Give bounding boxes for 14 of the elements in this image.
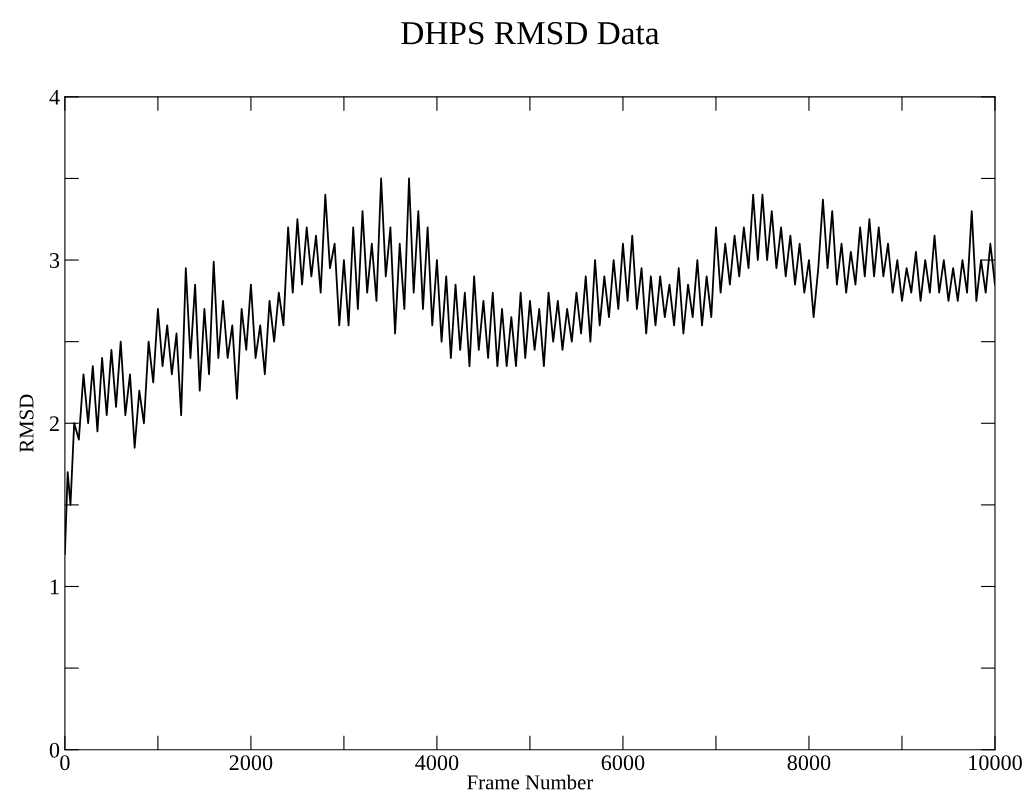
y-tick-label: 2 bbox=[49, 416, 59, 431]
chart-title: DHPS RMSD Data bbox=[401, 21, 660, 45]
x-tick-label: 2000 bbox=[229, 755, 273, 771]
x-tick-label: 4000 bbox=[415, 755, 459, 771]
y-tick-label: 4 bbox=[49, 89, 60, 105]
x-tick-label: 10000 bbox=[969, 755, 1022, 771]
x-tick-label: 8000 bbox=[787, 755, 831, 771]
y-tick-label: 1 bbox=[50, 579, 59, 595]
y-axis-title: RMSD bbox=[19, 394, 34, 453]
x-axis-title: Frame Number bbox=[467, 774, 594, 790]
x-tick-label: 0 bbox=[60, 755, 70, 771]
x-tick-label: 6000 bbox=[601, 755, 645, 771]
y-tick-label: 3 bbox=[49, 253, 60, 268]
y-tick-label: 0 bbox=[49, 742, 60, 758]
